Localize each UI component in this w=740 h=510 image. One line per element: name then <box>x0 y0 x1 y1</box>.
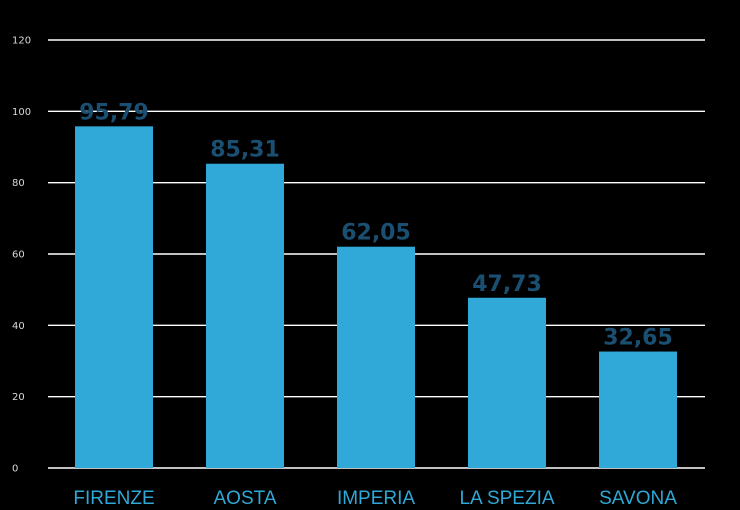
x-tick-label: FIRENZE <box>73 488 154 509</box>
bar <box>337 246 415 468</box>
bar <box>206 163 284 468</box>
bar <box>75 126 153 468</box>
x-tick-label: SAVONA <box>599 488 677 509</box>
y-tick-label: 100 <box>12 107 31 118</box>
y-tick-label: 40 <box>12 321 25 332</box>
data-label: 85,31 <box>210 138 280 163</box>
y-tick-label: 120 <box>12 36 31 47</box>
y-tick-label: 80 <box>12 178 25 189</box>
data-label: 62,05 <box>341 221 411 246</box>
x-tick-label: IMPERIA <box>337 488 415 509</box>
data-label: 95,79 <box>79 100 149 125</box>
y-tick-label: 20 <box>12 392 25 403</box>
x-tick-label: LA SPEZIA <box>459 488 554 509</box>
data-label: 47,73 <box>472 272 542 297</box>
y-tick-label: 0 <box>12 464 18 475</box>
x-tick-label: AOSTA <box>214 488 277 509</box>
bar <box>599 351 677 468</box>
y-tick-label: 60 <box>12 250 25 261</box>
bar <box>468 297 546 468</box>
data-label: 32,65 <box>603 326 673 351</box>
